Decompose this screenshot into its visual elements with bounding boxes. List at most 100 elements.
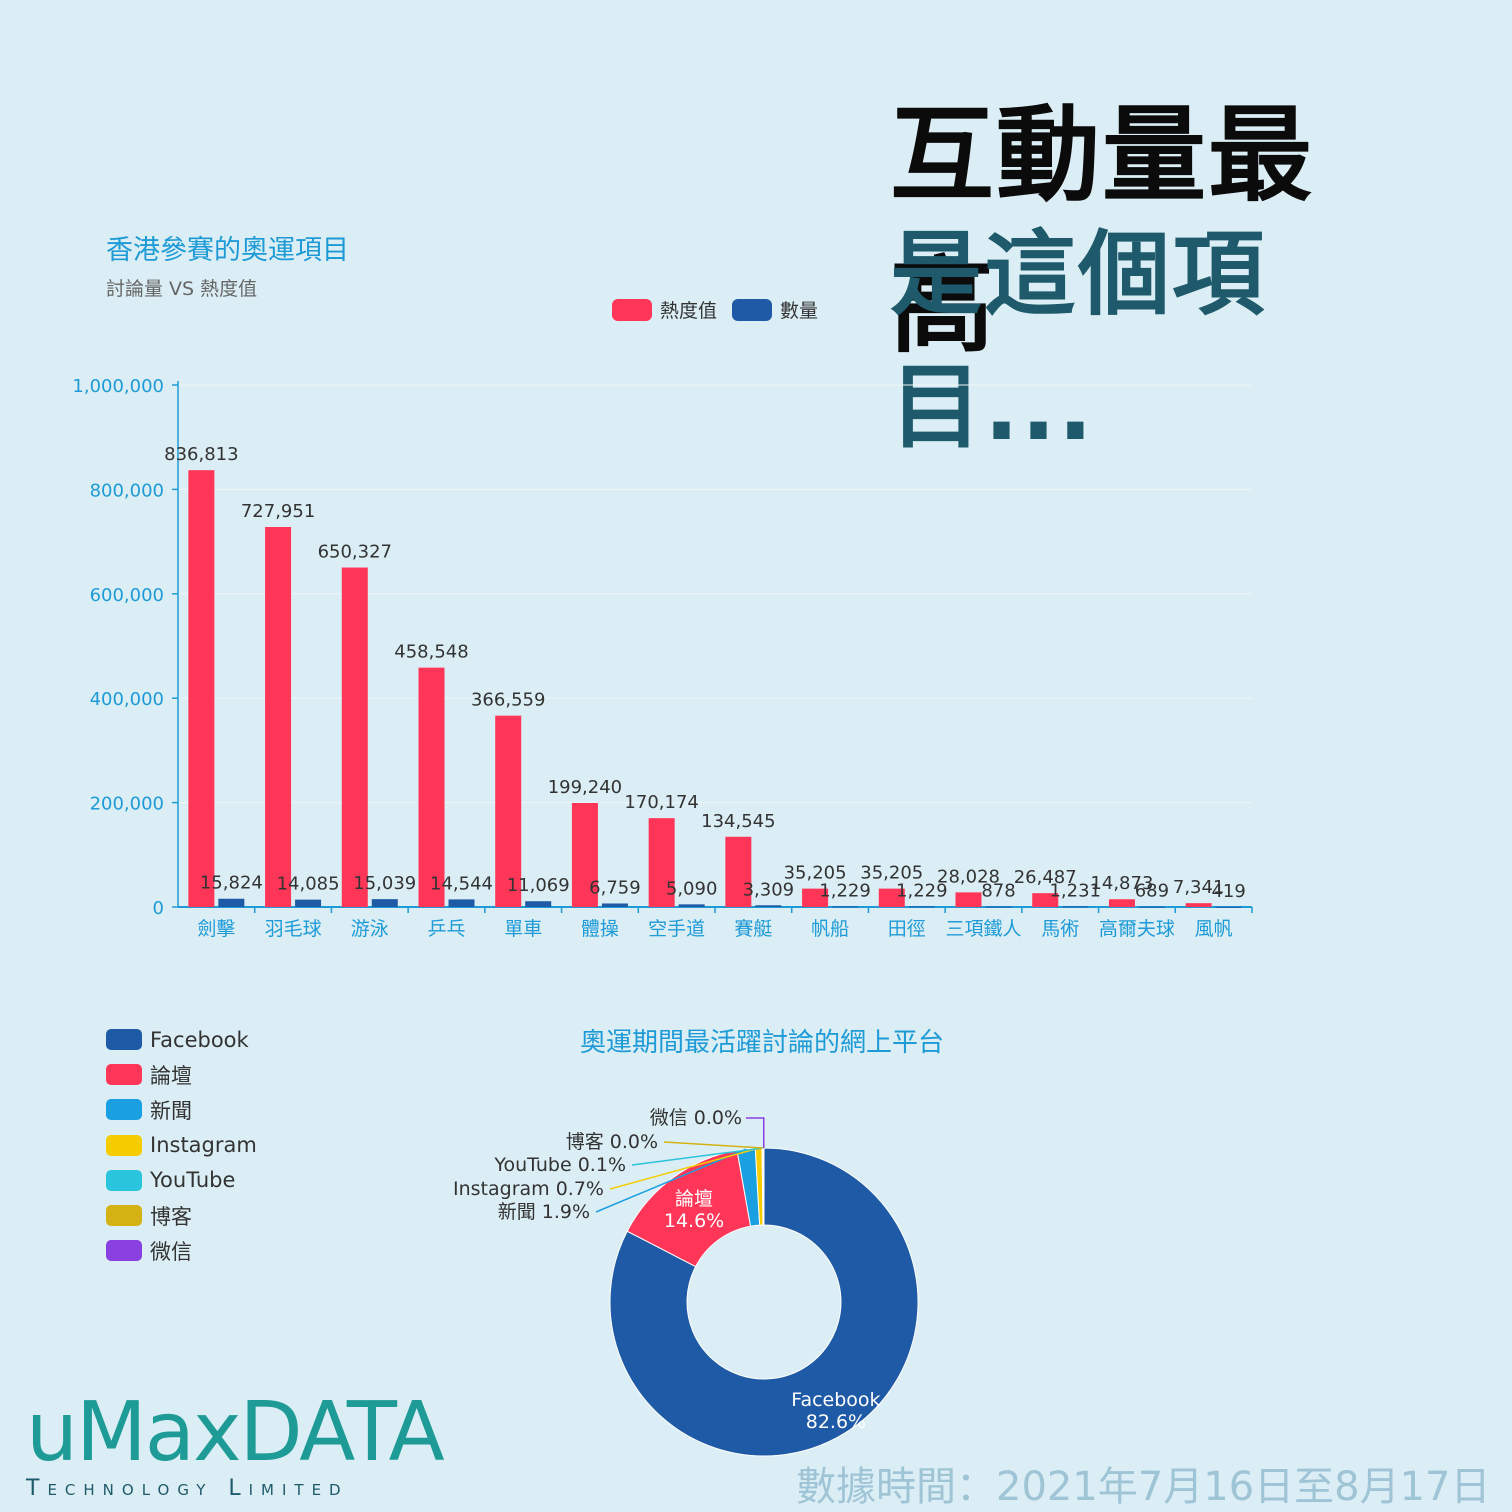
pie-slice-facebook — [609, 1147, 919, 1457]
bar-heat — [341, 567, 368, 907]
bar-value-label: 15,039 — [353, 873, 416, 894]
x-tick-label: 風帆 — [1195, 918, 1233, 940]
bar-value-label: 1,229 — [819, 880, 871, 901]
legend-swatch-blog — [106, 1205, 142, 1227]
data-period-note: 數據時間：2021年7月16日至8月17日 — [796, 1464, 1491, 1510]
bar-value-label: 170,174 — [624, 792, 698, 813]
pie-outside-label: 新聞 1.9% — [498, 1201, 590, 1223]
legend-label: 新聞 — [150, 1098, 192, 1123]
bar-value-label: 14,544 — [430, 873, 493, 894]
bar-count — [985, 906, 1012, 908]
x-tick-label: 田徑 — [888, 918, 926, 940]
legend-label: 論壇 — [150, 1063, 192, 1088]
legend-label: 博客 — [150, 1204, 192, 1229]
headline-line-1: 互動量最高 — [890, 94, 1315, 367]
pie-inside-label: Facebook — [791, 1389, 880, 1411]
x-tick-label: 劍擊 — [197, 918, 235, 940]
legend-swatch-count — [732, 298, 772, 321]
x-tick-label: 單車 — [504, 918, 542, 940]
bar-count — [755, 905, 782, 907]
bar-value-label: 1,231 — [1049, 880, 1101, 901]
bar-value-label: 26,487 — [1014, 867, 1077, 888]
logo-tagline: Technology Limited — [26, 1476, 349, 1501]
bar-count — [1138, 906, 1165, 908]
bar-heat — [188, 470, 215, 907]
bar-value-label: 419 — [1211, 881, 1245, 902]
pie-legend-item-news[interactable]: 新聞 — [106, 1092, 257, 1127]
pie-legend-item-youtube[interactable]: YouTube — [106, 1163, 257, 1198]
bar-count — [448, 899, 475, 907]
legend-swatch-heat — [612, 298, 652, 321]
bar-count — [218, 898, 245, 907]
bar-heat — [1032, 893, 1059, 907]
brand-logo: uMaxDATA Technology Limited — [26, 1392, 445, 1502]
bar-value-label: 6,759 — [589, 877, 641, 898]
bar-count — [1062, 906, 1089, 908]
x-tick-label: 三項鐵人 — [945, 918, 1021, 940]
pie-outside-label: Instagram 0.7% — [453, 1178, 604, 1200]
pie-slice-youtube — [761, 1147, 765, 1226]
bar-heat — [571, 802, 598, 907]
bar-value-label: 1,229 — [896, 880, 948, 901]
bar-value-label: 7,341 — [1173, 877, 1225, 898]
legend-swatch-youtube — [106, 1169, 142, 1191]
bar-count — [295, 899, 322, 907]
x-tick-label: 賽艇 — [734, 918, 772, 940]
bar-count — [908, 906, 935, 908]
legend-swatch-facebook — [106, 1029, 142, 1051]
legend-label: Instagram — [150, 1133, 257, 1158]
legend-item-count[interactable]: 數量 — [732, 296, 818, 323]
bar-value-label: 35,205 — [860, 863, 923, 884]
legend-label: Facebook — [150, 1027, 249, 1052]
legend-label: YouTube — [150, 1168, 236, 1193]
y-tick-label: 1,000,000 — [72, 376, 164, 397]
x-tick-label: 乒乓 — [427, 918, 465, 940]
pie-slice-instagram — [754, 1147, 764, 1226]
bar-value-label: 5,090 — [666, 878, 718, 899]
pie-legend-item-facebook[interactable]: Facebook — [106, 1022, 257, 1057]
pie-outside-label: 博客 0.0% — [566, 1131, 658, 1153]
bar-count — [525, 901, 552, 907]
pie-slice-論壇 — [626, 1149, 752, 1268]
pie-slice-新聞 — [736, 1147, 761, 1227]
x-tick-label: 空手道 — [648, 918, 705, 940]
pie-inside-value: 14.6% — [664, 1210, 724, 1232]
bar-heat — [1108, 899, 1135, 907]
bar-value-label: 366,559 — [471, 690, 545, 711]
pie-legend-item-wechat[interactable]: 微信 — [106, 1233, 257, 1268]
bar-value-label: 878 — [981, 881, 1015, 902]
pie-slice-博客 — [762, 1147, 765, 1226]
bar-value-label: 14,873 — [1090, 873, 1153, 894]
bar-value-label: 134,545 — [701, 811, 775, 832]
pie-legend-item-instagram[interactable]: Instagram — [106, 1128, 257, 1163]
bar-heat — [648, 818, 675, 907]
pie-outside-label: YouTube 0.1% — [493, 1154, 626, 1176]
legend-item-heat[interactable]: 熱度值 — [612, 296, 717, 323]
bar-heat — [878, 888, 905, 907]
headline-line-2: 是這個項目... — [890, 221, 1267, 461]
x-tick-label: 羽毛球 — [265, 918, 322, 940]
bar-heat — [418, 667, 445, 907]
y-tick-label: 800,000 — [90, 480, 164, 501]
legend-swatch-forum — [106, 1064, 142, 1086]
x-tick-label: 高爾夫球 — [1099, 918, 1175, 940]
bar-count — [832, 906, 859, 908]
bar-value-label: 14,085 — [277, 874, 340, 895]
bar-chart-title: 香港參賽的奧運項目 — [106, 235, 349, 266]
legend-label-count: 數量 — [780, 300, 819, 322]
bar-heat — [802, 888, 829, 907]
bar-chart: 0 200,000 400,000 600,000 800,000 1,000,000 83… — [72, 376, 1253, 940]
pie-inside-value: 82.6% — [806, 1411, 866, 1433]
bar-value-label: 28,028 — [937, 866, 1000, 887]
x-tick-label: 帆船 — [811, 918, 849, 940]
bar-count — [678, 904, 705, 907]
legend-label: 微信 — [150, 1239, 192, 1264]
bar-value-label: 458,548 — [394, 642, 468, 663]
y-tick-label: 0 — [153, 898, 164, 919]
pie-inside-label: 論壇 — [675, 1188, 713, 1210]
pie-legend-item-blog[interactable]: 博客 — [106, 1198, 257, 1233]
bar-value-label: 836,813 — [164, 444, 238, 465]
y-tick-label: 400,000 — [90, 689, 164, 710]
x-tick-label: 馬術 — [1041, 918, 1079, 940]
pie-legend-item-forum[interactable]: 論壇 — [106, 1057, 257, 1092]
